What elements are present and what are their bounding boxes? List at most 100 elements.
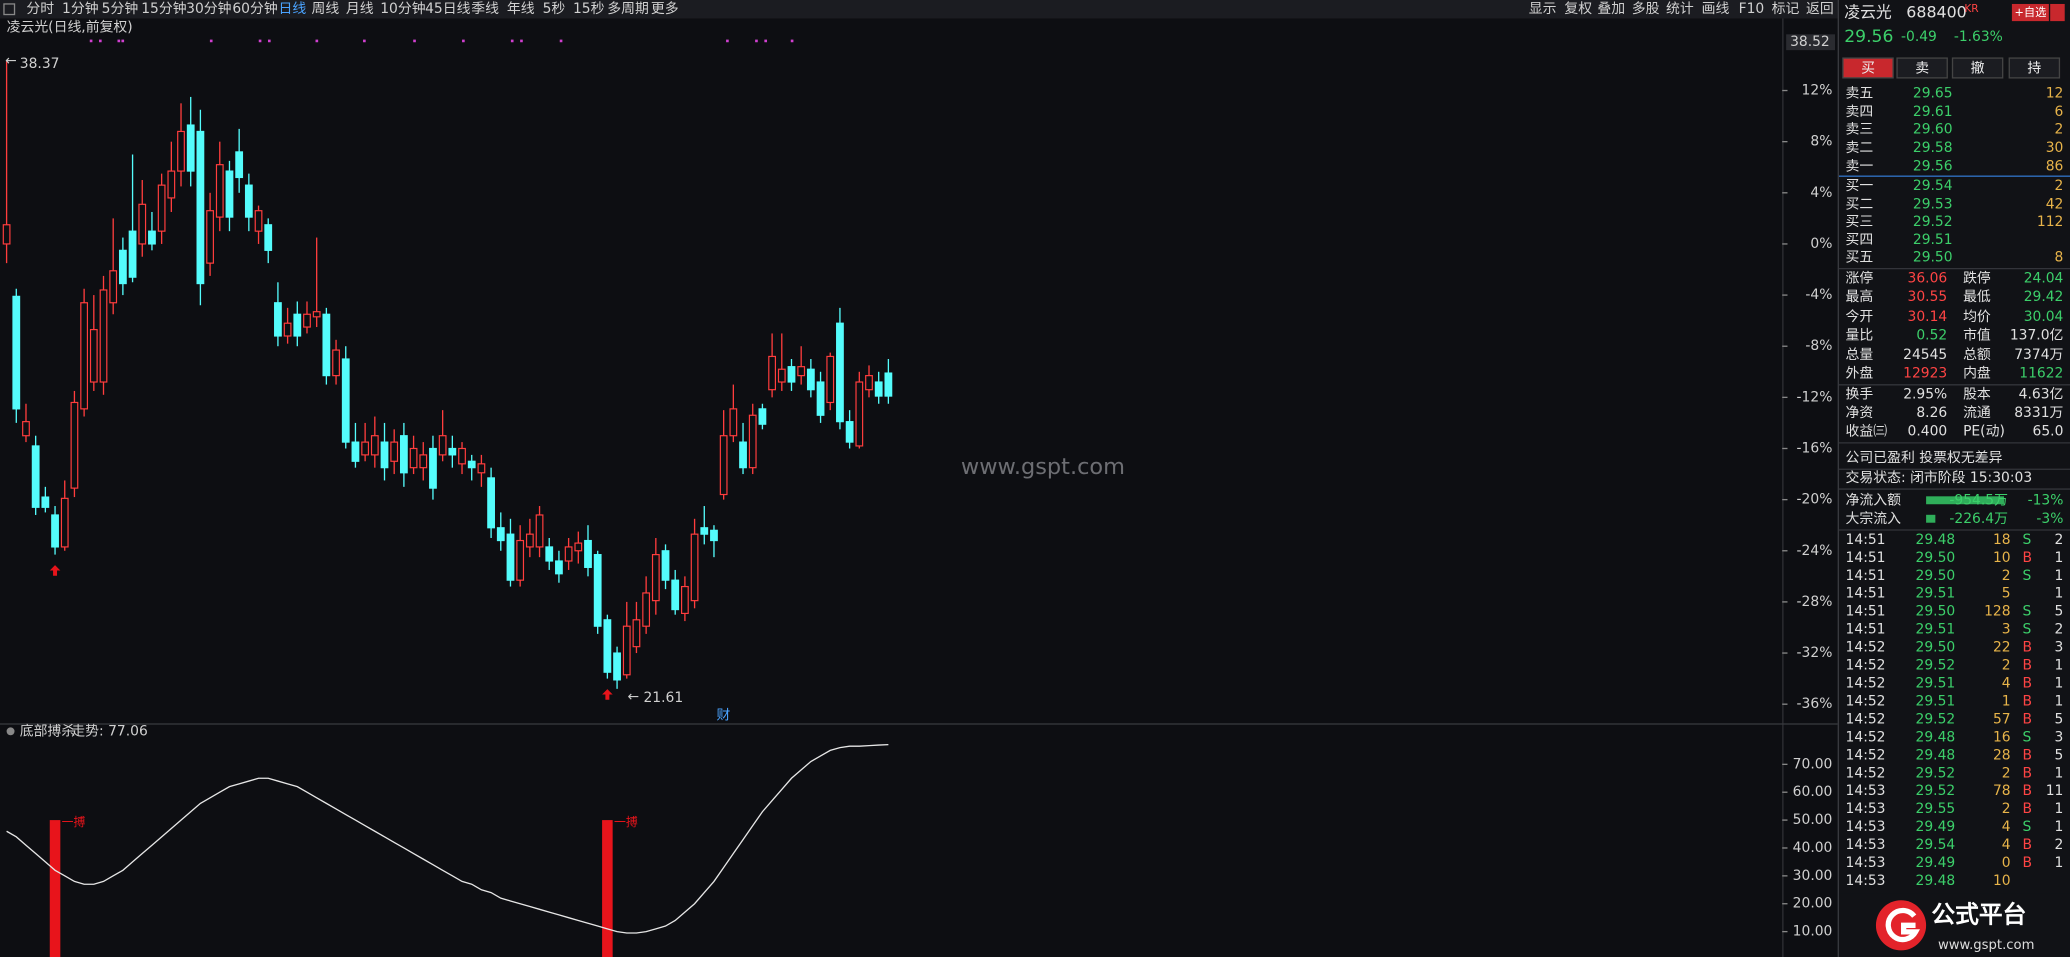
toolbar-item[interactable]: 1分钟 — [62, 0, 99, 17]
trade-button[interactable]: 卖 — [1915, 61, 1929, 77]
toolbar-item[interactable]: 叠加 — [1597, 1, 1625, 17]
candle-body — [167, 170, 176, 199]
trade-button-bg[interactable] — [2008, 57, 2061, 79]
add-button-bg[interactable] — [2011, 3, 2049, 22]
stock-name: 凌云光 — [1844, 3, 1892, 22]
toolbar-item[interactable]: 年线 — [507, 1, 535, 17]
toolbar-item[interactable]: 5分钟 — [102, 0, 139, 17]
trade-button-bg[interactable] — [1896, 57, 1948, 79]
toolbar-item[interactable]: 45日线 — [425, 1, 470, 17]
book-level: 卖五 — [1846, 86, 1874, 102]
toolbar-item[interactable]: 周线 — [312, 1, 340, 17]
y-tick-label: 4% — [1810, 185, 1832, 201]
toolbar-item[interactable]: 15分钟 — [141, 0, 186, 17]
toolbar-item[interactable]: 显示 — [1529, 1, 1557, 17]
trade-price: 29.52 — [1916, 765, 1956, 781]
trade-side: B — [2022, 783, 2032, 799]
trade-button-bg[interactable] — [1842, 57, 1894, 79]
stat-label: 流通 — [1963, 405, 1991, 421]
book-volume: 8 — [2055, 249, 2064, 265]
stat-value: 8.26 — [1916, 405, 1947, 421]
toolbar-item[interactable]: 画线 — [1702, 1, 1730, 17]
stat-value: 24545 — [1903, 347, 1947, 363]
axis-top-box — [1786, 34, 1836, 51]
low-annotation-arrow: ← — [628, 689, 640, 705]
toolbar-item[interactable]: 更多 — [651, 0, 679, 17]
book-volume: 6 — [2055, 104, 2064, 120]
watermark: www.gspt.com — [961, 454, 1125, 480]
stat-label: 内盘 — [1963, 365, 1991, 382]
toolbar-item[interactable]: 标记 — [1772, 1, 1800, 17]
toolbar-item[interactable]: 月线 — [346, 1, 374, 17]
candle-body — [651, 554, 660, 602]
toolbar-item[interactable]: 15秒 — [573, 1, 605, 17]
signal-dot — [520, 39, 523, 43]
signal-dot — [510, 39, 514, 43]
trade-volume: 10 — [1993, 873, 2011, 889]
event-marker[interactable]: 财 — [717, 707, 731, 723]
toolbar-item[interactable]: 60分钟 — [232, 0, 277, 17]
candle-body — [70, 401, 79, 489]
candle-body — [22, 421, 30, 437]
toolbar-item[interactable]: 10分钟 — [380, 0, 425, 17]
toolbar-item[interactable]: 复权 — [1564, 0, 1592, 17]
toolbar-item[interactable]: 30分钟 — [186, 0, 231, 17]
toolbar-item[interactable]: 返回 — [1806, 1, 1834, 17]
stock-tag: KR — [1964, 3, 1979, 15]
y-tick-label: 0% — [1810, 236, 1832, 252]
trade-count: 1 — [2055, 819, 2064, 835]
book-price: 29.61 — [1913, 104, 1953, 120]
candle-body — [681, 585, 689, 615]
trade-time: 14:52 — [1846, 765, 1886, 781]
trade-price: 29.48 — [1916, 873, 1956, 889]
book-level: 卖一 — [1846, 158, 1874, 174]
trade-count: 1 — [2055, 568, 2064, 584]
book-level: 买三 — [1846, 214, 1874, 230]
stat-label: PE(动) — [1963, 424, 2005, 440]
y-tick-label: 12% — [1802, 83, 1833, 99]
trade-count: 5 — [2055, 747, 2064, 763]
stat-value: 11622 — [2019, 366, 2063, 382]
add-button[interactable]: +自选 — [2014, 6, 2046, 19]
candle-body — [758, 408, 767, 425]
trade-button-bg[interactable] — [1951, 57, 2004, 79]
trade-count: 1 — [2055, 801, 2064, 817]
toolbar-item[interactable]: 多周期 — [607, 0, 649, 17]
toolbar-item[interactable]: 5秒 — [543, 1, 566, 17]
toolbar-item[interactable]: 分时 — [26, 1, 54, 17]
axis-top-label: 38.52 — [1790, 34, 1830, 50]
menu-icon[interactable] — [3, 3, 16, 16]
trade-volume: 1 — [2002, 693, 2011, 709]
stat-label: 最高 — [1846, 288, 1874, 305]
y-tick-label: 70.00 — [1793, 756, 1833, 772]
candle-body — [89, 329, 98, 383]
candle-body — [322, 313, 331, 377]
stat-label: 换手 — [1846, 386, 1874, 403]
candle-body — [429, 447, 437, 489]
trade-time: 14:53 — [1846, 837, 1886, 853]
toolbar-item[interactable]: 季线 — [471, 1, 499, 17]
candle-body — [458, 447, 466, 465]
trade-button[interactable]: 买 — [1861, 61, 1875, 77]
trade-button[interactable]: 持 — [2027, 61, 2041, 77]
trade-price: 29.48 — [1916, 532, 1956, 548]
toolbar-item[interactable]: 多股 — [1632, 0, 1660, 17]
trade-time: 14:52 — [1846, 640, 1886, 656]
trade-volume: 4 — [2002, 837, 2011, 853]
toolbar-item[interactable]: 日线 — [279, 1, 307, 17]
candle-body — [312, 311, 321, 318]
candle-body — [739, 441, 747, 469]
candle-body — [845, 421, 854, 443]
toolbar-item[interactable]: 统计 — [1666, 1, 1694, 17]
indicator-title: 底部搏杀 — [20, 722, 76, 739]
y-tick-label: 20.00 — [1793, 896, 1833, 912]
signal-dot — [413, 39, 416, 43]
indicator-icon[interactable] — [6, 727, 15, 736]
trade-button[interactable]: 撤 — [1971, 61, 1985, 77]
indicator-legend: 走势: 77.06 — [71, 723, 147, 739]
candle-body — [380, 441, 389, 469]
dropdown-bg[interactable] — [2050, 3, 2065, 22]
candle-body — [332, 349, 340, 377]
signal-arrow — [49, 565, 61, 576]
toolbar-item[interactable]: F10 — [1739, 1, 1765, 17]
